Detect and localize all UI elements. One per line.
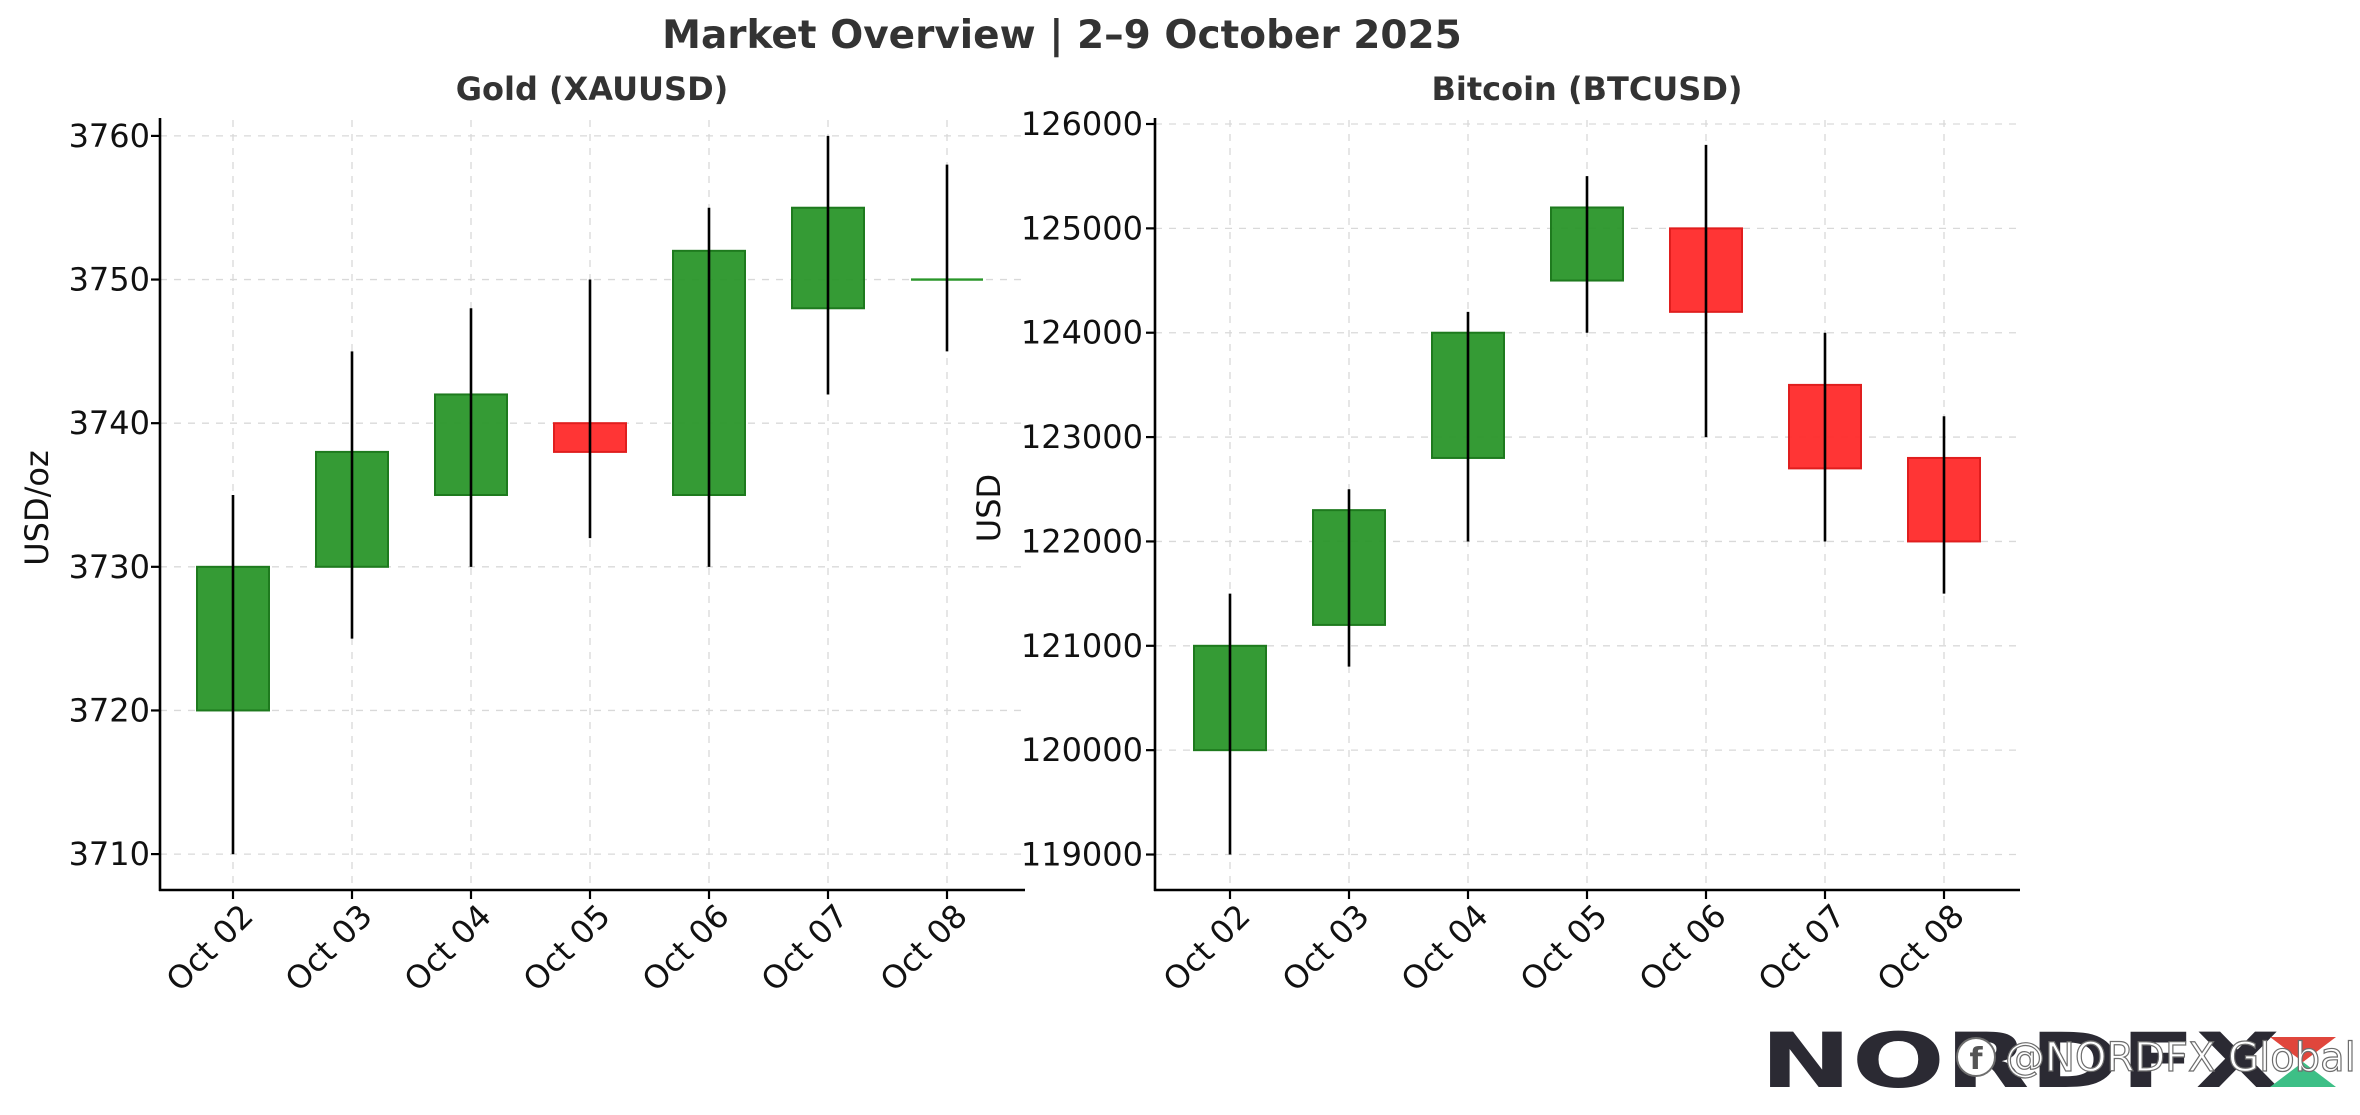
gold-x-tick-label: Oct 04	[397, 897, 499, 999]
gold-y-tick-label: 3720	[69, 691, 150, 729]
svg-text:f: f	[1969, 1042, 1983, 1077]
bitcoin-x-tick-label: Oct 06	[1632, 897, 1734, 999]
gold-x-tick-label: Oct 06	[635, 897, 737, 999]
bitcoin-chart-title: Bitcoin (BTCUSD)	[1431, 70, 1742, 108]
bitcoin-y-tick-label: 119000	[1021, 836, 1143, 874]
bitcoin-x-tick-label: Oct 05	[1513, 897, 1615, 999]
bitcoin-y-tick-label: 123000	[1021, 418, 1143, 456]
gold-y-tick-label: 3740	[69, 404, 150, 442]
bitcoin-y-tick-label: 125000	[1021, 209, 1143, 247]
brand-logo: NORDFX	[1760, 1016, 2280, 1105]
watermark-handle: @NORDFX Global	[2005, 1035, 2356, 1081]
bitcoin-x-tick-label: Oct 08	[1870, 897, 1972, 999]
bitcoin-x-tick-label: Oct 03	[1275, 897, 1377, 999]
gold-x-tick-label: Oct 03	[278, 897, 380, 999]
bitcoin-y-tick-label: 126000	[1021, 105, 1143, 143]
bitcoin-chart-panel: Bitcoin (BTCUSD) USD 119000 120000 121000 122…	[970, 70, 2020, 999]
gold-y-tick-label: 3730	[69, 548, 150, 586]
watermark: NORDFX f @NORDFX Global	[1760, 1016, 2356, 1105]
gold-chart-title: Gold (XAUUSD)	[456, 70, 729, 108]
main-title: Market Overview | 2–9 October 2025	[662, 13, 1462, 58]
gold-x-tick-label: Oct 05	[516, 897, 618, 999]
bitcoin-x-tick-label: Oct 04	[1394, 897, 1496, 999]
gold-chart-panel: Gold (XAUUSD) USD/oz 3710 3720 3730 3740 3750 3…	[18, 70, 1025, 999]
gold-x-tick-label: Oct 08	[873, 897, 975, 999]
bitcoin-y-tick-label: 124000	[1021, 314, 1143, 352]
bitcoin-x-tick-label: Oct 02	[1156, 897, 1258, 999]
bitcoin-x-tick-label: Oct 07	[1751, 897, 1853, 999]
bitcoin-y-axis-label: USD	[970, 474, 1008, 542]
facebook-icon: f	[1956, 1037, 1996, 1077]
bitcoin-y-tick-label: 120000	[1021, 731, 1143, 769]
bitcoin-y-tick-label: 121000	[1021, 627, 1143, 665]
gold-y-axis-label: USD/oz	[18, 450, 56, 566]
brand-logo-mark	[2270, 1037, 2336, 1087]
gold-x-tick-label: Oct 02	[159, 897, 261, 999]
bitcoin-y-tick-label: 122000	[1021, 522, 1143, 560]
gold-y-tick-label: 3750	[69, 261, 150, 299]
gold-y-tick-label: 3710	[69, 835, 150, 873]
gold-y-tick-label: 3760	[69, 117, 150, 155]
gold-x-tick-label: Oct 07	[754, 897, 856, 999]
